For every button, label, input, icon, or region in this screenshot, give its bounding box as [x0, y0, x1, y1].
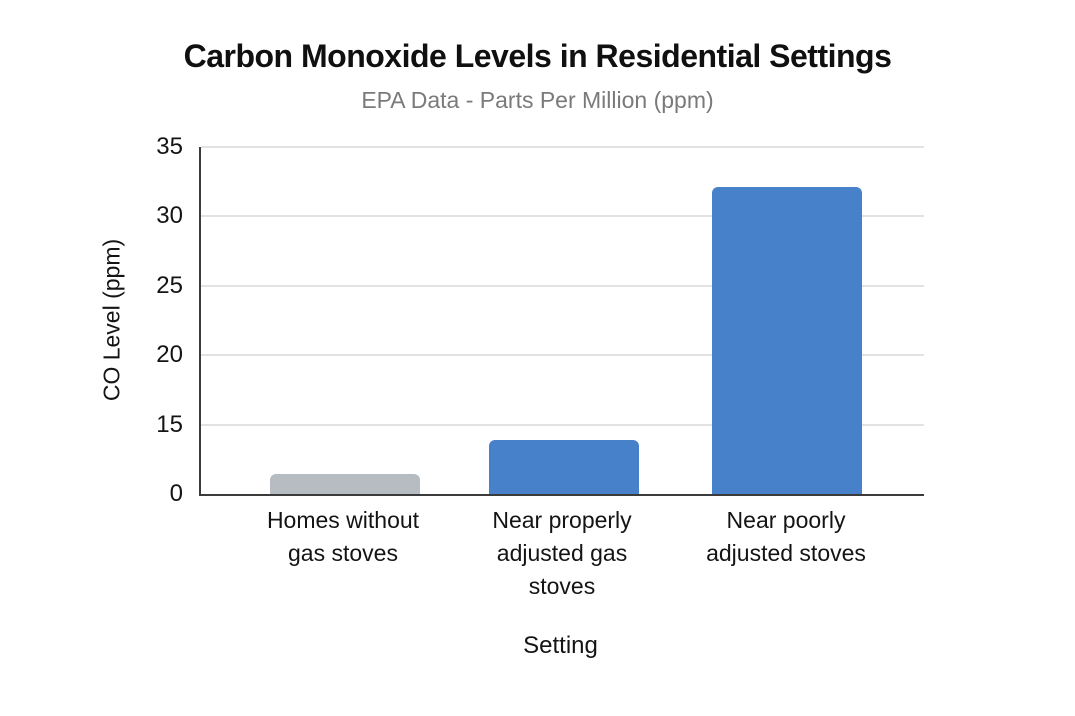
y-tick-15: 15	[156, 410, 183, 438]
x-axis-title: Setting	[523, 632, 598, 659]
y-tick-35: 35	[156, 133, 183, 160]
y-axis-tick-labels: 0 15 20 25 30 35	[0, 135, 183, 506]
plot-area	[199, 146, 924, 496]
bar-near-properly-adjusted-stoves	[489, 439, 639, 494]
gridline-25	[201, 284, 924, 287]
bar-homes-without-gas-stoves	[270, 474, 420, 494]
x-tick-homes-without-gas-stoves: Homes without gas stoves	[266, 507, 420, 566]
bar-near-poorly-adjusted-stoves	[712, 186, 862, 494]
chart-subtitle: EPA Data - Parts Per Million (ppm)	[361, 87, 714, 113]
y-tick-0: 0	[169, 480, 183, 507]
gridline-20	[201, 354, 924, 357]
chart-title: Carbon Monoxide Levels in Residential Se…	[183, 38, 892, 74]
x-tick-near-poorly-adjusted-stoves: Near poorly adjusted stoves	[706, 507, 866, 566]
x-tick-near-properly-adjusted-gas-stoves: Near properly adjusted gas stoves	[492, 507, 632, 599]
y-tick-30: 30	[156, 202, 183, 230]
gridline-35	[201, 146, 924, 148]
x-axis-tick-labels: Homes without gas stoves Near properly a…	[0, 504, 1075, 614]
y-tick-25: 25	[156, 271, 183, 299]
gridline-15	[201, 423, 924, 426]
y-tick-20: 20	[156, 341, 183, 369]
gridline-30	[201, 215, 924, 218]
